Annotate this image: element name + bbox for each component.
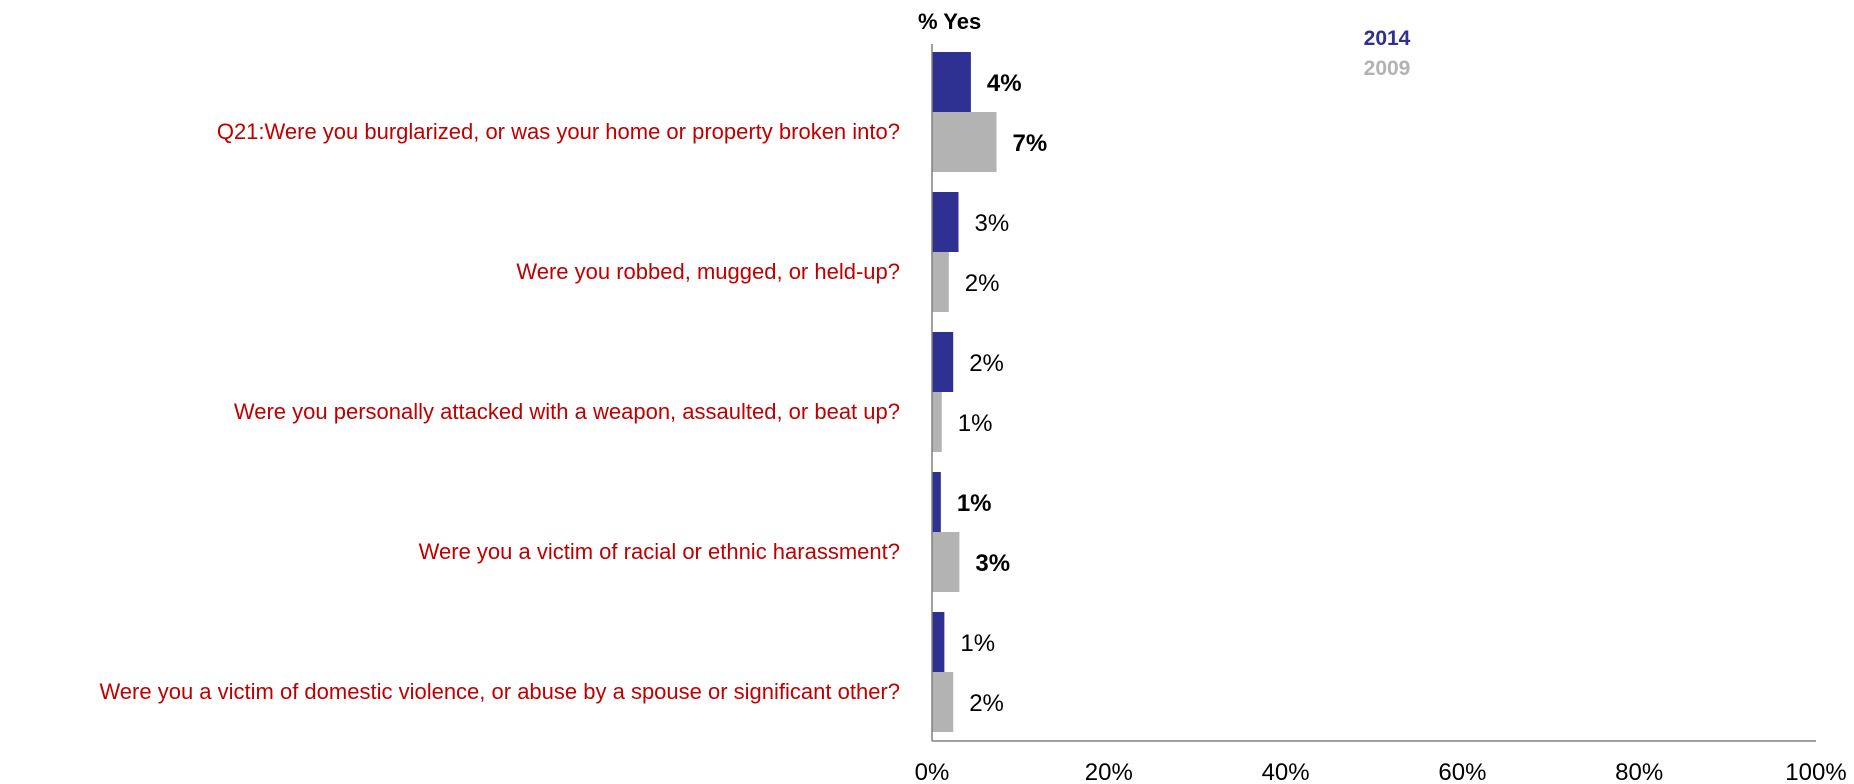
category-label-1: Q21:Were you burglarized, or was your ho… — [217, 119, 900, 144]
data-label-2014-3: 2% — [969, 350, 1004, 377]
legend: 2014 2009 — [1364, 27, 1411, 80]
category-label-5: Were you a victim of domestic violence, … — [99, 679, 900, 704]
data-label-2009-2: 2% — [965, 270, 1000, 297]
x-tick-label-100: 100% — [1785, 759, 1846, 784]
bar-2009-2 — [932, 252, 949, 312]
category-label-2: Were you robbed, mugged, or held-up? — [516, 259, 900, 284]
data-label-2014-2: 3% — [975, 210, 1010, 237]
bar-2009-5 — [932, 672, 954, 732]
x-tick-label-60: 60% — [1438, 759, 1486, 784]
data-labels: 4% 7% 3% 2% 2% 1% 1% 3% 1% 2% — [957, 70, 1047, 717]
category-label-4: Were you a victim of racial or ethnic ha… — [419, 539, 900, 564]
bar-2014-3 — [932, 332, 954, 392]
legend-item-2009: 2009 — [1364, 57, 1411, 80]
data-label-2009-5: 2% — [969, 690, 1004, 717]
bar-2009-1 — [932, 112, 997, 172]
data-label-2009-3: 1% — [958, 410, 993, 437]
bar-2009-3 — [932, 392, 942, 452]
data-label-2014-4: 1% — [957, 490, 992, 517]
category-labels: Q21:Were you burglarized, or was your ho… — [99, 119, 900, 704]
data-label-2014-5: 1% — [960, 630, 995, 657]
x-tick-label-0: 0% — [915, 759, 950, 784]
axes — [931, 44, 1816, 742]
bar-2009-4 — [932, 532, 960, 592]
data-label-2009-1: 7% — [1013, 130, 1048, 157]
category-label-3: Were you personally attacked with a weap… — [234, 399, 900, 424]
x-tick-labels: 0% 20% 40% 60% 80% 100% — [915, 759, 1847, 784]
x-tick-label-20: 20% — [1085, 759, 1133, 784]
bar-2014-5 — [932, 612, 945, 672]
bars — [932, 52, 997, 732]
axis-title: % Yes — [918, 9, 981, 34]
legend-item-2014: 2014 — [1364, 27, 1411, 50]
x-tick-label-40: 40% — [1262, 759, 1310, 784]
bar-2014-4 — [932, 472, 941, 532]
x-tick-label-80: 80% — [1615, 759, 1663, 784]
bar-2014-1 — [932, 52, 971, 112]
data-label-2009-4: 3% — [975, 550, 1010, 577]
data-label-2014-1: 4% — [987, 70, 1022, 97]
bar-2014-2 — [932, 192, 959, 252]
